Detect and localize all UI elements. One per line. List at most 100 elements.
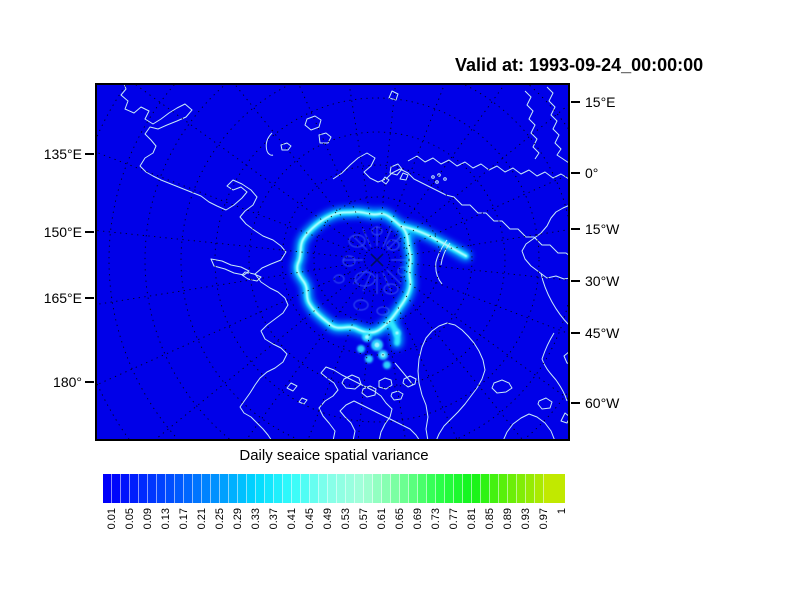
latitude-circle bbox=[344, 227, 410, 293]
axis-tick bbox=[571, 228, 580, 230]
axis-tick-label: 180° bbox=[53, 374, 82, 390]
colorbar-tick-label: 0.45 bbox=[304, 508, 316, 530]
meridian-line bbox=[297, 83, 373, 250]
latitude-circle bbox=[214, 97, 540, 423]
colorbar-tick-label: 0.73 bbox=[430, 508, 442, 530]
coast-siberia bbox=[120, 83, 289, 441]
colorbar-cell bbox=[157, 474, 166, 503]
colorbar-tick-label: 0.41 bbox=[286, 508, 298, 530]
colorbar-cell bbox=[328, 474, 337, 503]
axis-tick bbox=[85, 297, 94, 299]
axis-tick-label: 135°E bbox=[43, 146, 82, 162]
colorbar-tick-label: 0.77 bbox=[448, 508, 460, 530]
meridian-line bbox=[95, 151, 366, 257]
colorbar-cell bbox=[301, 474, 310, 503]
colorbar-cell bbox=[445, 474, 454, 503]
colorbar-cell bbox=[121, 474, 130, 503]
axis-tick-label: 45°W bbox=[585, 325, 620, 341]
colorbar-cell bbox=[427, 474, 436, 503]
pole-mark bbox=[370, 253, 384, 267]
colorbar-cell bbox=[166, 474, 175, 503]
colorbar-cell bbox=[184, 474, 193, 503]
colorbar-cell bbox=[382, 474, 391, 503]
meridian-line bbox=[244, 269, 371, 441]
colorbar-cell bbox=[391, 474, 400, 503]
colorbar-cell bbox=[535, 474, 544, 503]
meridian-line bbox=[348, 83, 376, 249]
meridian-line bbox=[307, 271, 374, 441]
axis-tick-label: 0° bbox=[585, 165, 599, 181]
colorbar bbox=[103, 474, 565, 503]
coast-canada-mainland bbox=[339, 400, 421, 441]
colorbar-cell bbox=[310, 474, 319, 503]
colorbar-cell bbox=[526, 474, 535, 503]
colorbar-cell bbox=[148, 474, 157, 503]
colorbar-cell bbox=[175, 474, 184, 503]
coast-svalbard bbox=[381, 163, 409, 185]
colorbar-tick-label: 0.93 bbox=[520, 508, 532, 530]
colorbar-tick-label: 1 bbox=[556, 508, 568, 515]
colorbar-tick-label: 0.85 bbox=[484, 508, 496, 530]
colorbar-tick-label: 0.89 bbox=[502, 508, 514, 530]
meridian-line bbox=[95, 264, 367, 387]
meridian-line bbox=[377, 83, 397, 249]
axis-tick-label: 30°W bbox=[585, 273, 620, 289]
colorbar-tick-label: 0.37 bbox=[268, 508, 280, 530]
ice-interior-texture bbox=[333, 226, 411, 316]
coast-top-right bbox=[407, 155, 570, 180]
colorbar-cell bbox=[409, 474, 418, 503]
colorbar-title: Daily seaice spatial variance bbox=[239, 447, 429, 464]
coast-iceland bbox=[491, 379, 513, 394]
axis-tick-label: 15°E bbox=[585, 94, 616, 110]
colorbar-tick-label: 0.61 bbox=[376, 508, 388, 530]
colorbar-cell bbox=[517, 474, 526, 503]
colorbar-cell bbox=[355, 474, 364, 503]
map-frame bbox=[95, 83, 570, 441]
colorbar-cell bbox=[436, 474, 445, 503]
meridian-line bbox=[386, 266, 570, 401]
latitude-circle bbox=[248, 131, 506, 389]
colorbar-cell bbox=[499, 474, 508, 503]
colorbar-cell bbox=[454, 474, 463, 503]
axis-tick bbox=[571, 280, 580, 282]
plot-title: Valid at: 1993-09-24_00:00:00 bbox=[455, 55, 704, 75]
meridian-line bbox=[132, 83, 368, 254]
colorbar-tick-label: 0.09 bbox=[142, 508, 154, 530]
colorbar-tick-label: 0.01 bbox=[106, 508, 118, 530]
colorbar-tick-label: 0.69 bbox=[412, 508, 424, 530]
colorbar-cell bbox=[274, 474, 283, 503]
meridian-line bbox=[387, 173, 570, 256]
meridian-line bbox=[357, 271, 377, 441]
colorbar-tick-label: 0.49 bbox=[322, 508, 334, 530]
coast-new-siberian-isl bbox=[280, 142, 292, 151]
colorbar-cell bbox=[472, 474, 481, 503]
polar-map bbox=[95, 83, 570, 441]
coast-crescent-island bbox=[265, 132, 274, 156]
meridian-line bbox=[388, 260, 570, 281]
latitude-circle bbox=[313, 196, 441, 324]
coast-alaska bbox=[318, 366, 393, 441]
colorbar-tick-label: 0.81 bbox=[466, 508, 478, 530]
colorbar-cell bbox=[220, 474, 229, 503]
coast-franz-josef bbox=[431, 173, 447, 184]
colorbar-cell bbox=[112, 474, 121, 503]
colorbar-cell bbox=[283, 474, 292, 503]
colorbar-cell bbox=[256, 474, 265, 503]
latitude-circle bbox=[281, 164, 473, 356]
meridian-line bbox=[95, 261, 366, 306]
colorbar-tick-label: 0.57 bbox=[358, 508, 370, 530]
coast-canadian-archipelago bbox=[341, 374, 417, 401]
coast-islands-okhotsk bbox=[210, 258, 262, 282]
meridian-line bbox=[384, 269, 525, 441]
meridian-line bbox=[388, 263, 570, 335]
colorbar-cell bbox=[508, 474, 517, 503]
colorbar-cell bbox=[211, 474, 220, 503]
coast-novaya-zemlya bbox=[435, 239, 451, 285]
colorbar-cell bbox=[418, 474, 427, 503]
colorbar-tick-label: 0.29 bbox=[232, 508, 244, 530]
meridian-line bbox=[381, 270, 459, 441]
coast-greenland bbox=[417, 322, 486, 441]
ocean bbox=[95, 83, 570, 441]
colorbar-cell bbox=[481, 474, 490, 503]
